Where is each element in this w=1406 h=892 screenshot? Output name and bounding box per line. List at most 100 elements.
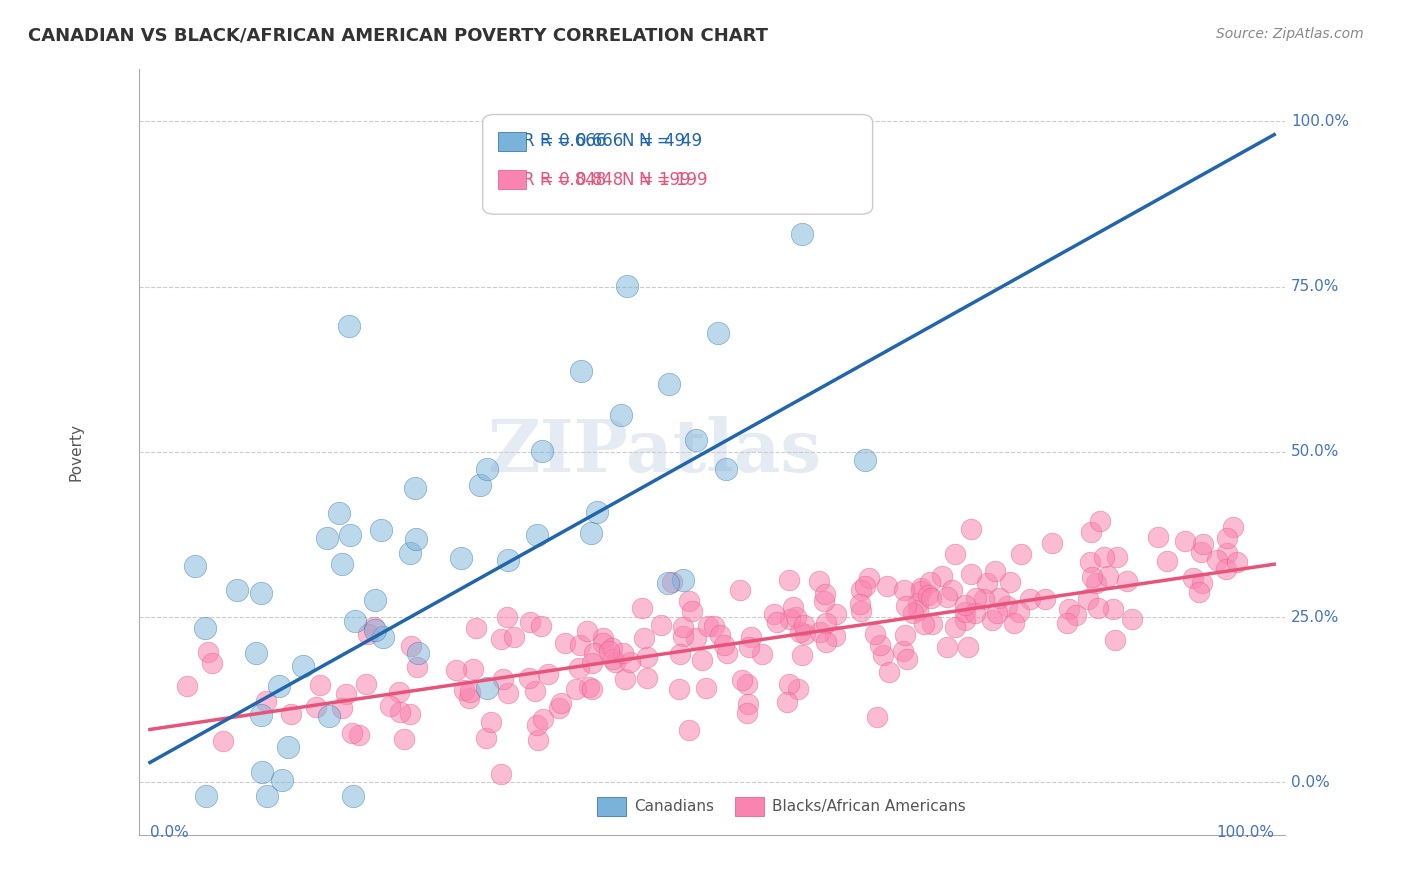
Point [789, 624, 811, 639]
Point [731, 673, 754, 688]
Bar [498, 132, 526, 151]
Point [1115, 574, 1137, 588]
Point [1191, 576, 1213, 591]
Point [554, 635, 576, 649]
Point [548, 700, 571, 714]
Point [292, 659, 315, 673]
Point [1226, 556, 1249, 570]
Point [787, 682, 810, 697]
Point [254, 694, 277, 708]
Point [636, 671, 658, 685]
Point [920, 591, 942, 606]
Point [824, 607, 846, 621]
Point [877, 665, 900, 680]
Text: ZIPatlas: ZIPatlas [488, 417, 821, 487]
Point [619, 655, 641, 669]
Point [477, 681, 499, 695]
Text: 50.0%: 50.0% [1291, 444, 1340, 459]
Point [737, 697, 759, 711]
Text: R = 0.666   N =  49: R = 0.666 N = 49 [540, 132, 702, 151]
Point [956, 640, 979, 654]
Point [363, 620, 385, 634]
Point [1147, 530, 1170, 544]
Point [931, 569, 953, 583]
Point [600, 641, 623, 656]
Point [603, 655, 626, 669]
Point [398, 546, 420, 560]
Point [740, 630, 762, 644]
Point [616, 279, 638, 293]
Point [685, 433, 707, 447]
Point [959, 567, 981, 582]
Point [1078, 555, 1101, 569]
Point [903, 607, 925, 621]
Point [714, 462, 737, 476]
Point [343, 614, 366, 628]
Point [364, 593, 387, 607]
Point [387, 685, 409, 699]
Point [1102, 601, 1125, 615]
Point [245, 646, 267, 660]
Point [468, 477, 491, 491]
Point [813, 594, 835, 608]
Point [1174, 533, 1197, 548]
Point [963, 606, 986, 620]
Point [671, 573, 693, 587]
Point [530, 619, 553, 633]
Point [496, 610, 519, 624]
Point [630, 600, 652, 615]
Point [650, 618, 672, 632]
Point [730, 582, 752, 597]
Point [489, 632, 512, 647]
Point [865, 710, 887, 724]
Point [399, 706, 422, 721]
Point [973, 591, 995, 606]
Point [581, 656, 603, 670]
Point [250, 764, 273, 779]
Point [776, 695, 799, 709]
Point [893, 627, 915, 641]
Point [592, 635, 614, 649]
Point [408, 646, 430, 660]
Point [912, 617, 935, 632]
Point [531, 712, 554, 726]
Point [614, 672, 637, 686]
Text: Source: ZipAtlas.com: Source: ZipAtlas.com [1216, 27, 1364, 41]
Point [782, 599, 804, 614]
Point [1104, 632, 1126, 647]
Text: 75.0%: 75.0% [1291, 279, 1340, 294]
Point [465, 621, 488, 635]
Point [658, 377, 681, 392]
Point [941, 583, 963, 598]
Point [893, 582, 915, 597]
Point [737, 677, 759, 691]
Point [271, 773, 294, 788]
Point [342, 789, 364, 803]
Point [370, 523, 392, 537]
Point [672, 629, 695, 643]
Point [808, 624, 831, 639]
Point [1085, 576, 1108, 591]
Point [194, 621, 217, 635]
Point [1097, 568, 1119, 582]
Point [330, 557, 353, 571]
Point [575, 624, 598, 639]
Point [328, 506, 350, 520]
Point [935, 590, 957, 604]
Point [716, 646, 738, 660]
Point [598, 644, 620, 658]
Point [305, 700, 328, 714]
Point [526, 717, 548, 731]
Point [814, 587, 837, 601]
Point [1216, 546, 1239, 560]
Point [1216, 531, 1239, 545]
Point [583, 646, 606, 660]
Text: CANADIAN VS BLACK/AFRICAN AMERICAN POVERTY CORRELATION CHART: CANADIAN VS BLACK/AFRICAN AMERICAN POVER… [28, 27, 768, 45]
Point [380, 699, 402, 714]
Point [910, 583, 932, 598]
Point [496, 686, 519, 700]
Point [356, 627, 378, 641]
Point [458, 685, 481, 699]
Point [444, 663, 467, 677]
Point [988, 591, 1011, 606]
